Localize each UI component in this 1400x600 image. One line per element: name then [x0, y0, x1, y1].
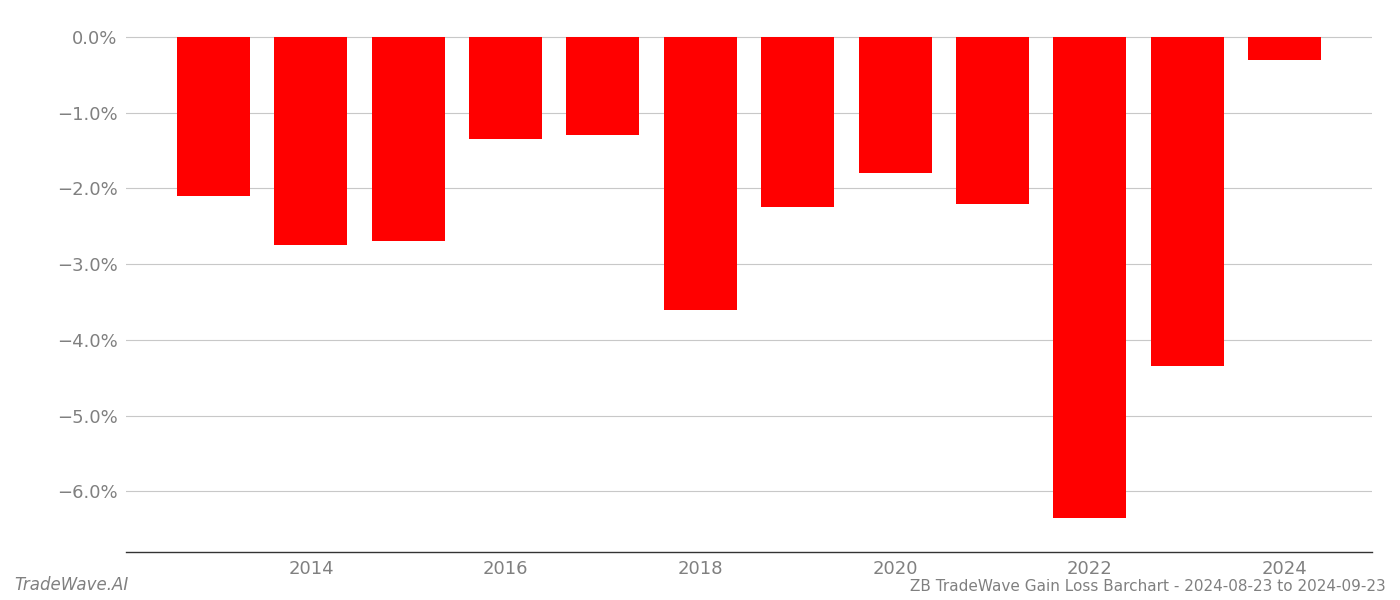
Bar [664, 37, 736, 310]
Bar [1053, 37, 1126, 518]
Bar [567, 37, 640, 136]
Bar [274, 37, 347, 245]
Bar [178, 37, 251, 196]
Text: TradeWave.AI: TradeWave.AI [14, 576, 129, 594]
Text: ZB TradeWave Gain Loss Barchart - 2024-08-23 to 2024-09-23: ZB TradeWave Gain Loss Barchart - 2024-0… [910, 579, 1386, 594]
Bar [858, 37, 931, 173]
Bar [1247, 37, 1320, 59]
Bar [372, 37, 445, 241]
Bar [1151, 37, 1224, 367]
Bar [956, 37, 1029, 203]
Bar [469, 37, 542, 139]
Bar [762, 37, 834, 208]
